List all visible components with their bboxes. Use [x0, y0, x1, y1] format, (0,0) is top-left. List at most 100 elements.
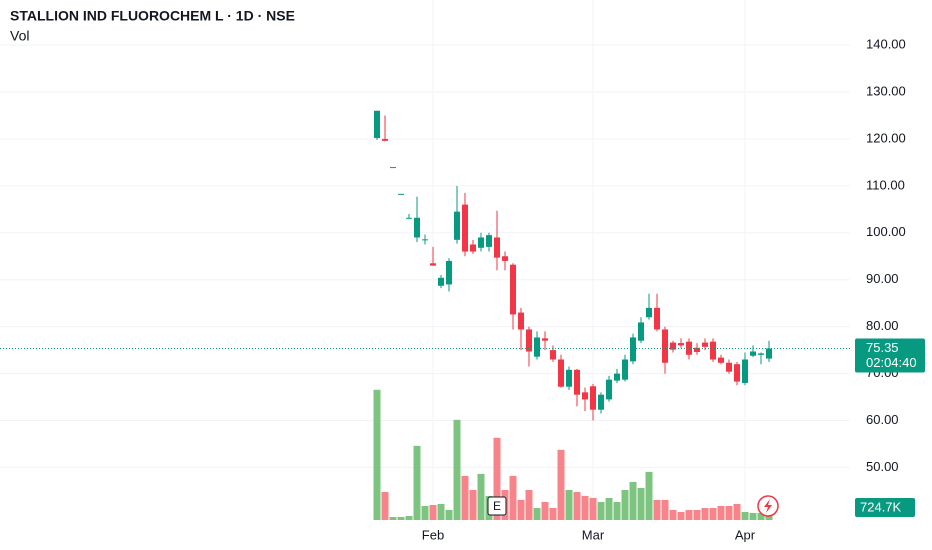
volume-bar — [669, 509, 677, 520]
volume-bar — [637, 487, 645, 520]
candle-body — [462, 204, 468, 252]
axis: 50.0060.0070.0080.0090.00100.00110.00120… — [422, 36, 925, 542]
volume-bar — [581, 495, 589, 520]
candle-body — [742, 359, 748, 383]
volume-bar — [765, 513, 773, 520]
candle-body — [582, 392, 588, 400]
volume-bar — [509, 475, 517, 520]
volume-bar — [749, 512, 757, 520]
candle-body — [374, 110, 380, 138]
volume-bar — [573, 491, 581, 520]
x-tick-label: Feb — [422, 527, 444, 542]
candle-body — [398, 193, 404, 195]
candle-body — [502, 256, 508, 261]
candle-body — [486, 235, 492, 247]
candle-body — [510, 264, 516, 315]
volume-title: Vol — [10, 28, 29, 44]
candle-body — [526, 329, 532, 352]
y-tick-label: 130.00 — [866, 83, 906, 98]
volume-bar — [725, 505, 733, 520]
candle-body — [702, 342, 708, 347]
candle-body — [566, 369, 572, 387]
marks: E — [0, 110, 850, 520]
volume-bar — [533, 507, 541, 520]
volume-bar — [701, 507, 709, 520]
candle-body — [382, 138, 388, 141]
candle-body — [534, 337, 540, 357]
chart-title: STALLION IND FLUOROCHEM L · 1D · NSE — [10, 8, 295, 24]
lightning-icon — [764, 499, 772, 513]
volume-bar — [645, 471, 653, 520]
candle-body — [734, 364, 740, 382]
volume-bar — [517, 499, 525, 520]
candle-body — [686, 341, 692, 355]
candle-body — [430, 263, 436, 266]
volume-bar — [461, 475, 469, 520]
volume-bar — [437, 503, 445, 520]
volume-bar — [589, 497, 597, 520]
y-tick-label: 80.00 — [866, 318, 899, 333]
volume-bar — [525, 489, 533, 520]
candle-body — [422, 239, 428, 241]
volume-bar — [557, 449, 565, 520]
candle-body — [622, 359, 628, 380]
candle-body — [766, 348, 772, 359]
y-tick-label: 110.00 — [866, 177, 905, 192]
candle-body — [446, 260, 452, 285]
volume-bar — [453, 419, 461, 520]
y-tick-label: 120.00 — [866, 130, 906, 145]
volume-bar — [661, 499, 669, 520]
volume-bar — [445, 509, 453, 520]
volume-bar — [381, 491, 389, 520]
y-tick-label: 60.00 — [866, 412, 899, 427]
volume-bar — [477, 473, 485, 520]
x-tick-label: Apr — [735, 527, 756, 542]
candle-body — [414, 217, 420, 238]
volume-bar — [389, 516, 397, 520]
earnings-box — [487, 496, 507, 516]
volume-bar — [621, 489, 629, 520]
countdown: 02:04:40 — [866, 355, 917, 370]
candle-body — [574, 369, 580, 395]
candle-body — [542, 338, 548, 341]
candle-body — [454, 211, 460, 240]
candle-body — [678, 343, 684, 346]
volume-label-box — [855, 498, 915, 517]
volume-bar — [677, 511, 685, 520]
volume-bar — [717, 505, 725, 520]
candle-body — [390, 167, 396, 169]
candle-body — [518, 312, 524, 330]
volume-bar — [469, 489, 477, 520]
volume-bar — [709, 507, 717, 520]
candle-body — [630, 337, 636, 362]
candle-body — [670, 342, 676, 350]
volume-bar — [493, 437, 501, 520]
volume-bar — [429, 504, 437, 520]
last-price-label: 75.35 — [866, 340, 899, 355]
candle-body — [710, 341, 716, 360]
candle-body — [470, 244, 476, 252]
volume-bar — [373, 389, 381, 520]
candle-body — [638, 322, 644, 341]
candle-body — [646, 307, 652, 318]
volume-bar — [685, 509, 693, 520]
candle-body — [406, 217, 412, 219]
volume-bar — [629, 481, 637, 520]
y-tick-label: 50.00 — [866, 459, 899, 474]
candle-body — [606, 379, 612, 400]
volume-bar — [421, 505, 429, 520]
candle-body — [654, 307, 660, 330]
candle-body — [494, 237, 500, 258]
volume-bar — [541, 502, 549, 520]
candle-body — [614, 373, 620, 381]
candle-body — [662, 329, 668, 363]
candle-body — [558, 359, 564, 387]
volume-bar — [405, 515, 413, 520]
candle-body — [758, 353, 764, 355]
volume-bar — [597, 502, 605, 520]
volume-label: 724.7K — [860, 499, 902, 514]
last-price-box — [855, 338, 925, 373]
candle-body — [550, 350, 556, 360]
candle-body — [590, 386, 596, 410]
